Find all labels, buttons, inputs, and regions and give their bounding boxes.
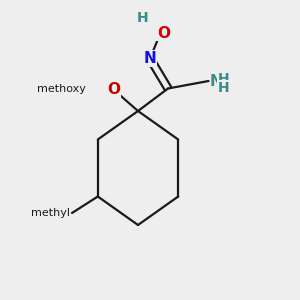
Text: O: O — [157, 26, 170, 40]
Text: methoxy: methoxy — [37, 83, 86, 94]
Text: O: O — [107, 82, 121, 98]
Text: H: H — [218, 72, 229, 86]
Text: methyl: methyl — [32, 208, 70, 218]
Text: H: H — [137, 11, 148, 25]
Text: H: H — [218, 81, 229, 94]
Text: N: N — [210, 74, 223, 88]
Text: N: N — [144, 51, 156, 66]
